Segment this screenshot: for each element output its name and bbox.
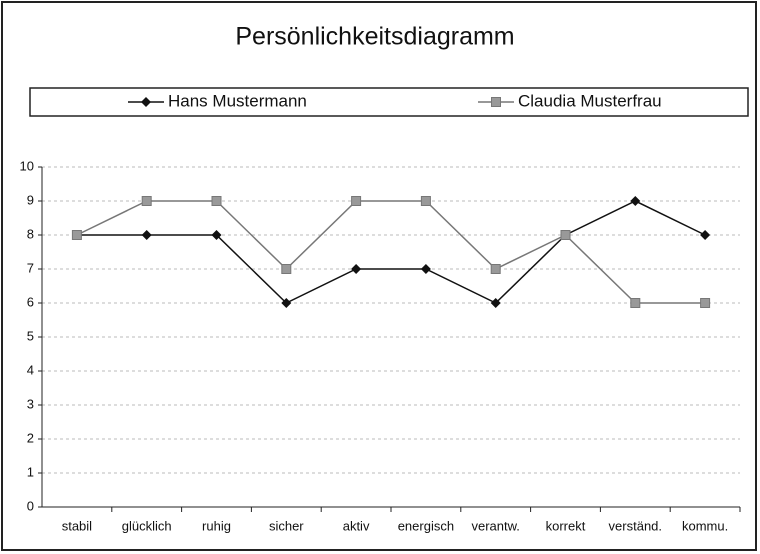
legend-label: Hans Mustermann	[168, 91, 307, 110]
marker	[700, 230, 711, 240]
y-tick-label: 0	[27, 498, 34, 513]
marker	[351, 264, 362, 274]
marker	[71, 230, 82, 240]
y-tick-label: 3	[27, 396, 34, 411]
marker	[141, 196, 152, 206]
y-tick-label: 1	[27, 464, 34, 479]
marker	[351, 196, 362, 206]
x-tick-label: verantw.	[471, 518, 519, 533]
legend-box	[29, 87, 749, 117]
y-tick-label: 8	[27, 226, 34, 241]
x-tick-label: aktiv	[343, 518, 370, 533]
marker	[141, 230, 152, 240]
marker	[630, 196, 641, 206]
y-tick-label: 10	[20, 158, 34, 173]
marker	[491, 97, 501, 107]
marker	[420, 264, 431, 274]
y-tick-label: 6	[27, 294, 34, 309]
x-tick-label: korrekt	[546, 518, 586, 533]
y-tick-label: 9	[27, 192, 34, 207]
marker	[630, 298, 641, 308]
marker	[211, 196, 222, 206]
x-tick-label: verständ.	[609, 518, 662, 533]
x-tick-label: stabil	[62, 518, 92, 533]
marker	[281, 298, 292, 308]
marker	[700, 298, 711, 308]
x-tick-label: kommu.	[682, 518, 728, 533]
y-tick-label: 7	[27, 260, 34, 275]
marker	[560, 230, 571, 240]
x-tick-label: glücklich	[122, 518, 172, 533]
y-tick-label: 2	[27, 430, 34, 445]
marker	[211, 230, 222, 240]
marker	[281, 264, 292, 274]
legend-label: Claudia Musterfrau	[518, 91, 662, 110]
x-tick-label: ruhig	[202, 518, 231, 533]
y-tick-label: 5	[27, 328, 34, 343]
series-line	[76, 200, 706, 304]
y-tick-label: 4	[27, 362, 34, 377]
x-tick-label: energisch	[398, 518, 454, 533]
marker	[420, 196, 431, 206]
marker	[141, 97, 151, 107]
marker	[490, 298, 501, 308]
chart-title: Persönlichkeitsdiagramm	[235, 23, 514, 51]
x-tick-label: sicher	[269, 518, 304, 533]
marker	[490, 264, 501, 274]
series-line	[76, 200, 706, 304]
